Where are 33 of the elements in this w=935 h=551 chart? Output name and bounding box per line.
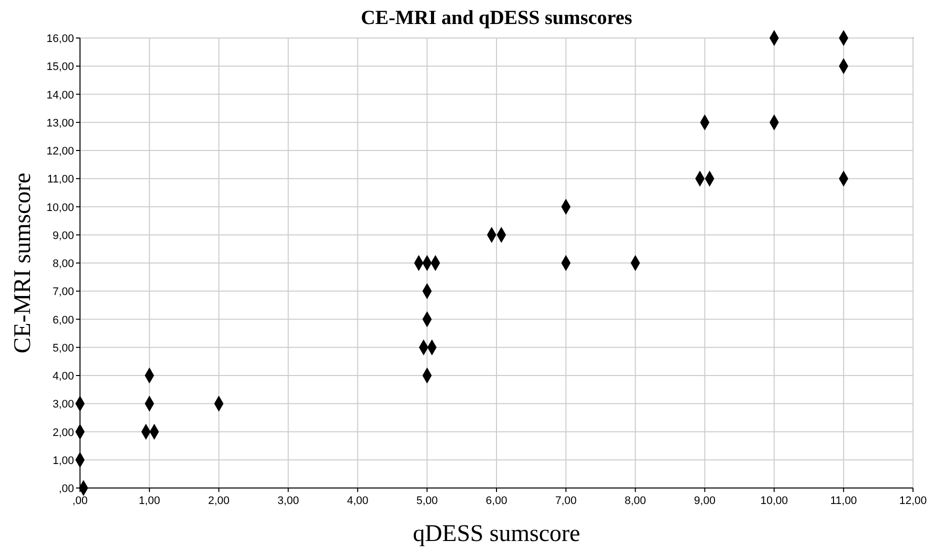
y-tick-label: 8,00 [52, 258, 74, 270]
chart-title: CE-MRI and qDESS sumscores [360, 7, 632, 29]
x-tick-label: 11,00 [830, 495, 857, 507]
y-tick-label: 7,00 [52, 286, 74, 298]
y-tick-label: 4,00 [52, 370, 74, 382]
y-tick-label: ,00 [58, 483, 74, 495]
x-tick-label: 3,00 [278, 495, 299, 507]
x-tick-label: 4,00 [346, 495, 368, 507]
x-tick-label: 8,00 [624, 495, 646, 507]
y-tick-label: 14,00 [46, 89, 74, 102]
y-tick-label: 11,00 [47, 174, 74, 186]
y-tick-label: 16,00 [46, 33, 74, 45]
x-tick-label: ,00 [72, 495, 88, 507]
y-tick-label: 2,00 [52, 426, 74, 439]
y-tick-label: 10,00 [46, 202, 74, 214]
y-tick-label: 9,00 [52, 230, 74, 242]
y-tick-label: 6,00 [52, 314, 74, 326]
y-axis-title: CE-MRI sumscore [10, 172, 36, 354]
y-tick-label: 13,00 [46, 117, 74, 130]
x-tick-label: 5,00 [416, 495, 438, 507]
x-tick-label: 6,00 [486, 495, 508, 507]
x-tick-label: 7,00 [555, 495, 577, 507]
x-tick-label: 10,00 [760, 495, 788, 507]
x-tick-label: 12,00 [899, 495, 927, 507]
y-tick-label: 15,00 [46, 61, 74, 74]
x-tick-label: 2,00 [208, 495, 230, 507]
y-tick-label: 1,00 [52, 454, 74, 467]
x-tick-label: 9,00 [694, 495, 716, 507]
y-tick-label: 12,00 [46, 146, 74, 158]
y-tick-label: 3,00 [52, 398, 74, 411]
x-axis-title: qDESS sumscore [412, 521, 580, 547]
x-tick-label: 1,00 [138, 495, 160, 507]
y-tick-label: 5,00 [52, 342, 74, 354]
